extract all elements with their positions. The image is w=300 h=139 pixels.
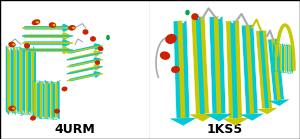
Ellipse shape: [165, 34, 177, 44]
Ellipse shape: [52, 24, 56, 26]
Ellipse shape: [72, 27, 75, 29]
Ellipse shape: [191, 13, 199, 20]
Polygon shape: [275, 43, 277, 74]
Polygon shape: [282, 43, 284, 74]
Polygon shape: [214, 17, 221, 114]
Ellipse shape: [90, 36, 96, 42]
Polygon shape: [245, 25, 254, 114]
Ellipse shape: [0, 1, 142, 124]
Ellipse shape: [24, 43, 30, 49]
Polygon shape: [191, 16, 209, 114]
Polygon shape: [240, 113, 264, 121]
Polygon shape: [289, 43, 291, 74]
Ellipse shape: [171, 66, 180, 73]
Ellipse shape: [12, 43, 15, 46]
Polygon shape: [280, 43, 282, 74]
Polygon shape: [54, 81, 57, 120]
Polygon shape: [173, 21, 190, 118]
Polygon shape: [26, 46, 29, 115]
Ellipse shape: [185, 10, 190, 15]
Polygon shape: [256, 108, 278, 114]
Polygon shape: [222, 118, 249, 126]
Polygon shape: [45, 81, 48, 120]
Ellipse shape: [36, 21, 39, 23]
Text: 1KS5: 1KS5: [207, 123, 243, 136]
Ellipse shape: [82, 29, 88, 35]
Polygon shape: [22, 47, 25, 114]
Polygon shape: [48, 81, 51, 120]
Ellipse shape: [152, 1, 298, 124]
Polygon shape: [284, 43, 286, 74]
Polygon shape: [36, 81, 39, 120]
Polygon shape: [33, 81, 36, 120]
Polygon shape: [268, 99, 290, 106]
Text: 4URM: 4URM: [55, 123, 95, 136]
Polygon shape: [32, 47, 34, 114]
Polygon shape: [30, 46, 33, 115]
Ellipse shape: [8, 42, 16, 47]
Polygon shape: [273, 43, 275, 74]
Polygon shape: [57, 81, 60, 120]
Ellipse shape: [30, 116, 36, 121]
Polygon shape: [16, 47, 19, 114]
Polygon shape: [209, 17, 226, 114]
Polygon shape: [259, 30, 269, 109]
Polygon shape: [242, 25, 258, 114]
Polygon shape: [8, 47, 10, 114]
Polygon shape: [189, 113, 216, 121]
Polygon shape: [14, 47, 16, 114]
Polygon shape: [256, 30, 272, 109]
Polygon shape: [45, 82, 47, 118]
Ellipse shape: [32, 19, 40, 25]
Polygon shape: [196, 17, 205, 114]
Polygon shape: [169, 118, 196, 126]
Polygon shape: [33, 46, 36, 115]
Ellipse shape: [61, 86, 68, 91]
Polygon shape: [37, 82, 40, 118]
Polygon shape: [271, 39, 281, 100]
Polygon shape: [286, 43, 289, 74]
Ellipse shape: [98, 46, 103, 51]
Polygon shape: [56, 82, 58, 118]
Ellipse shape: [160, 51, 170, 60]
Polygon shape: [291, 43, 293, 74]
Ellipse shape: [54, 109, 60, 114]
Polygon shape: [23, 46, 26, 115]
Polygon shape: [48, 82, 50, 118]
Polygon shape: [9, 46, 12, 115]
Polygon shape: [34, 82, 37, 118]
Ellipse shape: [106, 35, 110, 40]
Polygon shape: [13, 46, 16, 115]
Ellipse shape: [49, 22, 56, 28]
Polygon shape: [268, 39, 284, 100]
Polygon shape: [26, 47, 28, 114]
Polygon shape: [39, 81, 42, 120]
Polygon shape: [51, 81, 54, 120]
Polygon shape: [278, 43, 280, 74]
Polygon shape: [28, 47, 31, 114]
Polygon shape: [40, 82, 42, 118]
Polygon shape: [20, 46, 22, 115]
Polygon shape: [53, 82, 55, 118]
Polygon shape: [20, 47, 22, 114]
Polygon shape: [50, 82, 52, 118]
Ellipse shape: [8, 106, 16, 111]
Polygon shape: [42, 81, 45, 120]
Polygon shape: [16, 46, 19, 115]
Ellipse shape: [68, 25, 76, 31]
Polygon shape: [230, 21, 238, 118]
Polygon shape: [206, 114, 233, 121]
Polygon shape: [226, 21, 242, 118]
Polygon shape: [6, 46, 9, 115]
Ellipse shape: [95, 60, 100, 65]
Polygon shape: [11, 47, 13, 114]
Ellipse shape: [12, 107, 15, 110]
Polygon shape: [42, 82, 45, 118]
Polygon shape: [178, 21, 185, 118]
